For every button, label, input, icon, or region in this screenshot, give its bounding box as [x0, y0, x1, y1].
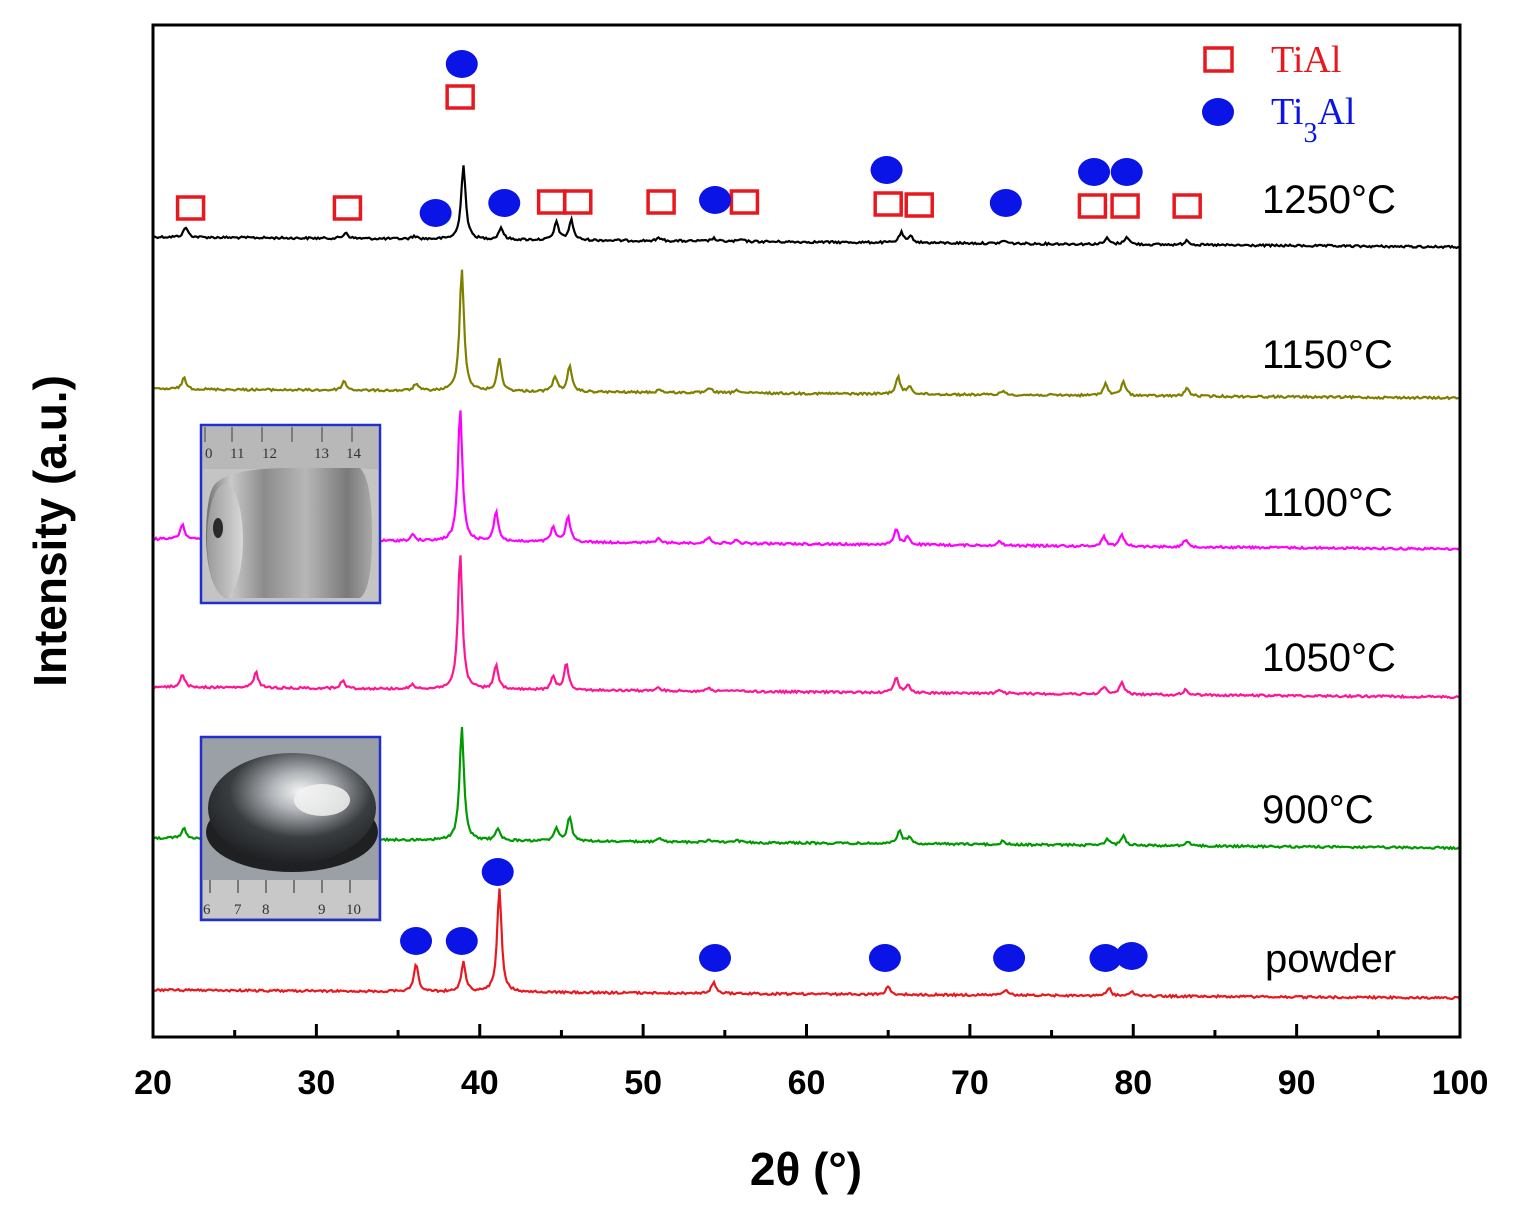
series-line	[153, 555, 1460, 700]
ti3al-marker	[445, 927, 478, 955]
ruler-label: 0	[205, 446, 213, 462]
plot-area: 1250°C 1150°C 1100°C 1050°C 900°C powder	[153, 50, 1460, 1001]
ti3al-marker	[1115, 942, 1148, 970]
ruler-label: 8	[262, 902, 270, 918]
ti3al-marker	[699, 944, 732, 972]
legend: TiAl Ti3Al	[1202, 39, 1355, 149]
ti3al-marker	[989, 189, 1022, 217]
x-tick-label: 50	[624, 1064, 662, 1102]
legend-tial-marker	[1203, 46, 1234, 73]
tial-marker	[1077, 193, 1108, 219]
series-label: powder	[1265, 937, 1396, 981]
x-ticks-layer: 20 30 40 50 60 70 80 90 100	[134, 1024, 1488, 1102]
tial-marker	[332, 195, 363, 221]
ti3al-marker	[870, 156, 903, 184]
phase-markers-layer	[175, 50, 1202, 972]
tial-marker	[536, 189, 567, 215]
x-tick-label: 30	[297, 1064, 335, 1102]
x-tick-label: 20	[134, 1064, 172, 1102]
series-labels-layer: 1250°C 1150°C 1100°C 1050°C 900°C powder	[1262, 178, 1396, 981]
x-tick-label: 60	[788, 1064, 826, 1102]
x-tick-label: 70	[951, 1064, 989, 1102]
ruler-label: 9	[318, 902, 326, 918]
ti3al-marker	[1078, 158, 1111, 186]
ruler-label: 12	[262, 446, 277, 462]
ruler-label: 6	[203, 902, 211, 918]
x-tick-label: 100	[1432, 1064, 1489, 1102]
series-label: 1250°C	[1262, 178, 1396, 222]
series-label: 1100°C	[1262, 481, 1393, 525]
ruler-label: 7	[234, 902, 242, 918]
legend-tial-label: TiAl	[1271, 39, 1341, 81]
ti3al-marker	[481, 858, 514, 886]
ti3al-marker	[1110, 158, 1143, 186]
tial-marker	[873, 191, 903, 217]
ruler-label: 11	[230, 446, 244, 462]
series-line	[153, 888, 1460, 1001]
tial-marker	[646, 189, 676, 215]
series-line	[153, 165, 1460, 250]
x-tick-label: 80	[1114, 1064, 1152, 1102]
legend-ti3al-label: Ti3Al	[1271, 91, 1355, 149]
ti3al-marker	[699, 186, 732, 214]
series-label: 1050°C	[1262, 636, 1396, 680]
ti3al-marker	[400, 927, 433, 955]
ruler-label: 14	[346, 446, 362, 462]
y-axis-title: Intensity (a.u.)	[24, 375, 76, 687]
ruler-label: 10	[346, 902, 361, 918]
series-line	[153, 269, 1460, 401]
ti3al-marker	[993, 944, 1026, 972]
tial-marker	[563, 189, 593, 215]
tial-marker	[1172, 193, 1202, 219]
tial-marker	[1110, 193, 1140, 219]
legend-ti3al-marker	[1202, 98, 1234, 126]
series-label: 900°C	[1262, 788, 1374, 832]
inset-photo-disc: 6 7 8 9 10	[199, 735, 382, 922]
ti3al-marker	[488, 189, 521, 217]
tial-marker	[445, 84, 475, 110]
ti3al-marker	[868, 944, 901, 972]
inset-photo-cylinder: 0 11 12 13 14	[199, 423, 382, 605]
tial-marker	[904, 192, 934, 218]
x-tick-label: 90	[1278, 1064, 1316, 1102]
ti3al-marker	[419, 199, 452, 227]
tial-marker	[175, 195, 206, 221]
ruler-label: 13	[314, 446, 329, 462]
ti3al-marker	[1089, 944, 1122, 972]
x-axis-title: 2θ (°)	[750, 1143, 862, 1195]
x-tick-label: 40	[461, 1064, 499, 1102]
tial-marker	[729, 189, 760, 215]
ti3al-marker	[445, 50, 478, 78]
series-label: 1150°C	[1262, 333, 1393, 377]
